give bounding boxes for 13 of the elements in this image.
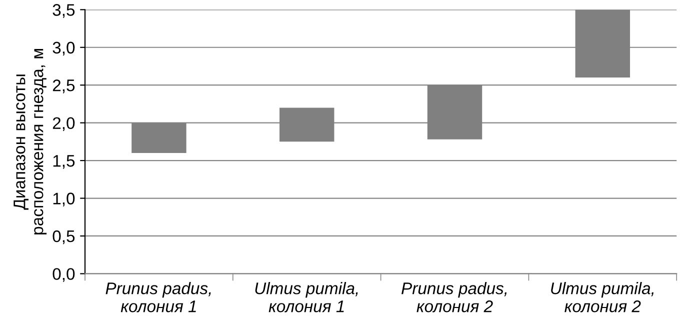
y-tick-label: 0,5	[52, 230, 75, 244]
y-tick-label: 3,0	[52, 42, 75, 56]
x-tick-label: Ulmus pumila, колония 1	[255, 282, 358, 312]
y-tick-label: 0,0	[52, 268, 75, 282]
x-tick-label: Prunus padus, колония 2	[402, 282, 507, 312]
y-tick-label: 1,5	[53, 155, 75, 169]
x-tick-label: Prunus padus, колония 1	[106, 282, 211, 312]
y-tick-label: 2,5	[52, 80, 75, 94]
x-tick-label: Ulmus pumila, колония 2	[551, 282, 654, 312]
y-tick-label: 1,0	[53, 192, 75, 206]
y-tick-label: 3,5	[52, 4, 75, 18]
y-axis-title: Диапазон высоты расположения гнезда, м	[14, 49, 47, 234]
y-tick-label: 2,0	[52, 117, 75, 131]
